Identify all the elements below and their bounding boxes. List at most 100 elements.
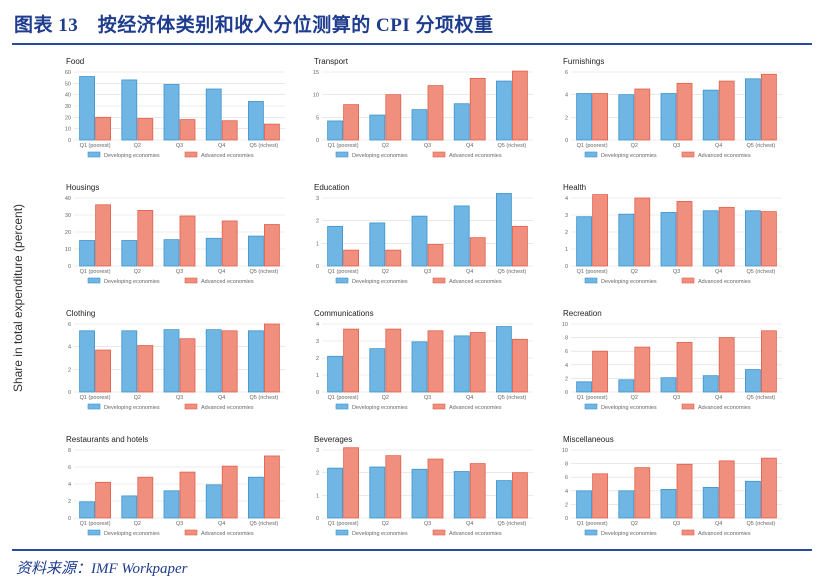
bar-advanced bbox=[221, 220, 238, 267]
y-tick-label: 4 bbox=[565, 196, 568, 202]
bar-advanced bbox=[385, 455, 402, 519]
x-tick-label: Q2 bbox=[382, 143, 389, 149]
x-tick-label: Q5 (richest) bbox=[747, 395, 776, 401]
x-tick-label: Q5 (richest) bbox=[250, 269, 279, 275]
bar-developing bbox=[618, 94, 635, 141]
x-tick-label: Q2 bbox=[134, 521, 141, 527]
y-tick-label: 4 bbox=[68, 482, 71, 488]
panel-title: Miscellaneous bbox=[563, 435, 614, 444]
y-tick-label: 6 bbox=[68, 322, 71, 328]
bar-developing bbox=[163, 490, 180, 519]
y-tick-label: 40 bbox=[65, 196, 71, 202]
legend-label: Advanced economies bbox=[449, 153, 502, 159]
panel-miscellaneous: Miscellaneous 0 2 4 6 8 10 Q1 (poorest) Q2 Q3 Q4 Q5… bbox=[562, 435, 782, 537]
panel-title: Beverages bbox=[314, 435, 352, 444]
x-tick-label: Q4 bbox=[218, 521, 225, 527]
bar-advanced bbox=[634, 346, 651, 393]
legend-label: Developing economies bbox=[601, 531, 657, 537]
bar-developing bbox=[121, 79, 138, 141]
bar-developing bbox=[369, 222, 386, 267]
y-tick-label: 2 bbox=[316, 356, 319, 362]
panel-title: Communications bbox=[314, 309, 374, 318]
legend-swatch bbox=[184, 529, 198, 536]
y-tick-label: 6 bbox=[565, 475, 568, 481]
x-tick-label: Q2 bbox=[631, 269, 638, 275]
panel-clothing: Clothing 0 2 4 6 Q1 (poorest) Q2 Q3 Q4 Q5 (riches… bbox=[66, 309, 285, 411]
bar-developing bbox=[702, 210, 719, 267]
bar-developing bbox=[163, 84, 180, 141]
y-tick-label: 4 bbox=[68, 345, 71, 351]
bar-developing bbox=[495, 193, 512, 267]
bar-advanced bbox=[263, 224, 280, 267]
bar-developing bbox=[79, 501, 96, 519]
bar-developing bbox=[411, 215, 428, 267]
y-tick-label: 6 bbox=[565, 349, 568, 355]
bar-developing bbox=[660, 93, 677, 141]
x-tick-label: Q4 bbox=[466, 521, 473, 527]
bar-advanced bbox=[179, 215, 196, 267]
bar-advanced bbox=[427, 458, 444, 519]
y-tick-label: 10 bbox=[65, 127, 71, 133]
legend-label: Advanced economies bbox=[201, 153, 254, 159]
source-note: 资料来源：IMF Workpaper bbox=[16, 561, 188, 577]
panel-title: Clothing bbox=[66, 309, 95, 318]
y-tick-label: 10 bbox=[562, 322, 568, 328]
legend-label: Developing economies bbox=[352, 531, 408, 537]
x-tick-label: Q2 bbox=[134, 395, 141, 401]
bar-developing bbox=[369, 114, 386, 141]
y-tick-label: 3 bbox=[316, 339, 319, 345]
x-tick-label: Q5 (richest) bbox=[250, 395, 279, 401]
x-tick-label: Q5 (richest) bbox=[250, 143, 279, 149]
x-tick-label: Q3 bbox=[176, 521, 183, 527]
bar-advanced bbox=[343, 328, 359, 393]
bar-developing bbox=[660, 212, 677, 267]
x-tick-label: Q3 bbox=[424, 395, 431, 401]
legend-swatch bbox=[87, 277, 101, 284]
bar-developing bbox=[702, 89, 719, 141]
legend-label: Developing economies bbox=[352, 153, 408, 159]
x-tick-label: Q3 bbox=[176, 395, 183, 401]
y-tick-label: 8 bbox=[68, 448, 71, 454]
y-tick-label: 0 bbox=[565, 390, 568, 396]
panel-housings: Housings 0 10 20 30 40 Q1 (poorest) Q2 Q3 Q4 Q5 (r… bbox=[65, 183, 285, 285]
bar-advanced bbox=[137, 210, 154, 267]
panel-title: Furnishings bbox=[563, 57, 604, 66]
bar-advanced bbox=[718, 80, 735, 141]
bar-advanced bbox=[469, 463, 486, 519]
bar-developing bbox=[205, 329, 222, 393]
x-tick-label: Q3 bbox=[673, 269, 680, 275]
legend-swatch bbox=[184, 403, 198, 410]
y-tick-label: 8 bbox=[565, 336, 568, 342]
bar-developing bbox=[247, 235, 264, 267]
legend-swatch bbox=[335, 277, 349, 284]
bar-developing bbox=[247, 101, 264, 141]
legend-swatch bbox=[335, 403, 349, 410]
y-tick-label: 0 bbox=[68, 390, 71, 396]
bar-developing bbox=[205, 237, 222, 267]
bar-developing bbox=[744, 480, 761, 519]
x-tick-label: Q2 bbox=[382, 269, 389, 275]
bar-advanced bbox=[592, 194, 608, 267]
x-tick-label: Q3 bbox=[424, 269, 431, 275]
bar-advanced bbox=[511, 472, 528, 519]
y-tick-label: 30 bbox=[65, 213, 71, 219]
bar-advanced bbox=[676, 463, 693, 519]
bar-advanced bbox=[592, 93, 608, 141]
bar-developing bbox=[369, 466, 386, 519]
bar-developing bbox=[327, 467, 344, 519]
legend-label: Advanced economies bbox=[698, 405, 751, 411]
y-tick-label: 3 bbox=[316, 196, 319, 202]
legend-swatch bbox=[432, 151, 446, 158]
legend-label: Advanced economies bbox=[449, 279, 502, 285]
legend-label: Developing economies bbox=[601, 405, 657, 411]
y-tick-label: 20 bbox=[65, 230, 71, 236]
bar-advanced bbox=[263, 323, 280, 393]
y-tick-label: 0 bbox=[565, 516, 568, 522]
legend-swatch bbox=[432, 529, 446, 536]
y-tick-label: 0 bbox=[68, 516, 71, 522]
bar-developing bbox=[453, 205, 470, 267]
y-tick-label: 8 bbox=[565, 462, 568, 468]
legend-swatch bbox=[87, 151, 101, 158]
bar-advanced bbox=[760, 211, 777, 267]
